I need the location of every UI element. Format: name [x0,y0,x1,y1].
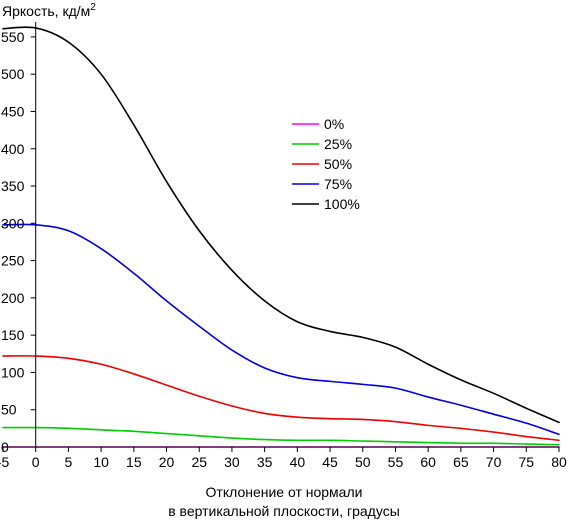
axes-layer [3,22,559,448]
legend-label: 50% [324,156,352,172]
series-line-75-pct [2,223,560,436]
x-tick-label: 40 [290,454,306,470]
x-tick-label: 50 [355,454,371,470]
x-tick-label: 65 [453,454,469,470]
y-tick-label: 550 [1,29,25,45]
legend-label: 25% [324,136,352,152]
y-tick-label: 100 [1,364,25,380]
y-tick-label: 250 [1,253,25,269]
x-tick-label: 25 [191,454,207,470]
x-axis-title-line2: в вертикальной плоскости, градусы [168,503,400,519]
x-tick-label: 5 [65,454,73,470]
series-line-25-pct [2,426,560,446]
y-tick-label: 150 [1,327,25,343]
x-tick-label: 35 [257,454,273,470]
y-tick-label: 450 [1,103,25,119]
x-tick-label: 70 [486,454,502,470]
y-tick-label: 300 [1,215,25,231]
legend: 0% 25% 50% 75% 100% [292,116,360,212]
x-tick-label: 55 [388,454,404,470]
legend-label: 75% [324,176,352,192]
series-line-100-pct [2,26,560,424]
y-tick-label: 400 [1,141,25,157]
y-tick-label: 50 [1,402,17,418]
x-tick-label: 30 [224,454,240,470]
legend-label: 0% [324,116,344,132]
x-tick-label: 45 [322,454,338,470]
y-axis-title-superscript: 2 [90,2,96,13]
series-line-50-pct [2,355,560,442]
x-tick-label: 10 [93,454,109,470]
y-axis-title: Яркость, кд/м2 [2,2,96,19]
x-tick-label: 80 [551,454,567,470]
x-tick-label: 0 [32,454,40,470]
ticks-layer: -505101520253035404550556065707580050100… [0,29,567,470]
legend-label: 100% [324,196,360,212]
x-tick-label: -5 [0,454,9,470]
x-tick-label: 75 [519,454,535,470]
series-layer [2,26,560,448]
x-axis-title-line1: Отклонение от нормали [206,484,363,500]
y-tick-label: 0 [1,439,9,455]
y-axis-title-text: Яркость, кд/м [2,3,90,19]
x-tick-label: 60 [420,454,436,470]
y-tick-label: 500 [1,66,25,82]
x-tick-label: 15 [126,454,142,470]
y-tick-label: 350 [1,178,25,194]
x-tick-label: 20 [159,454,175,470]
y-tick-label: 200 [1,290,25,306]
